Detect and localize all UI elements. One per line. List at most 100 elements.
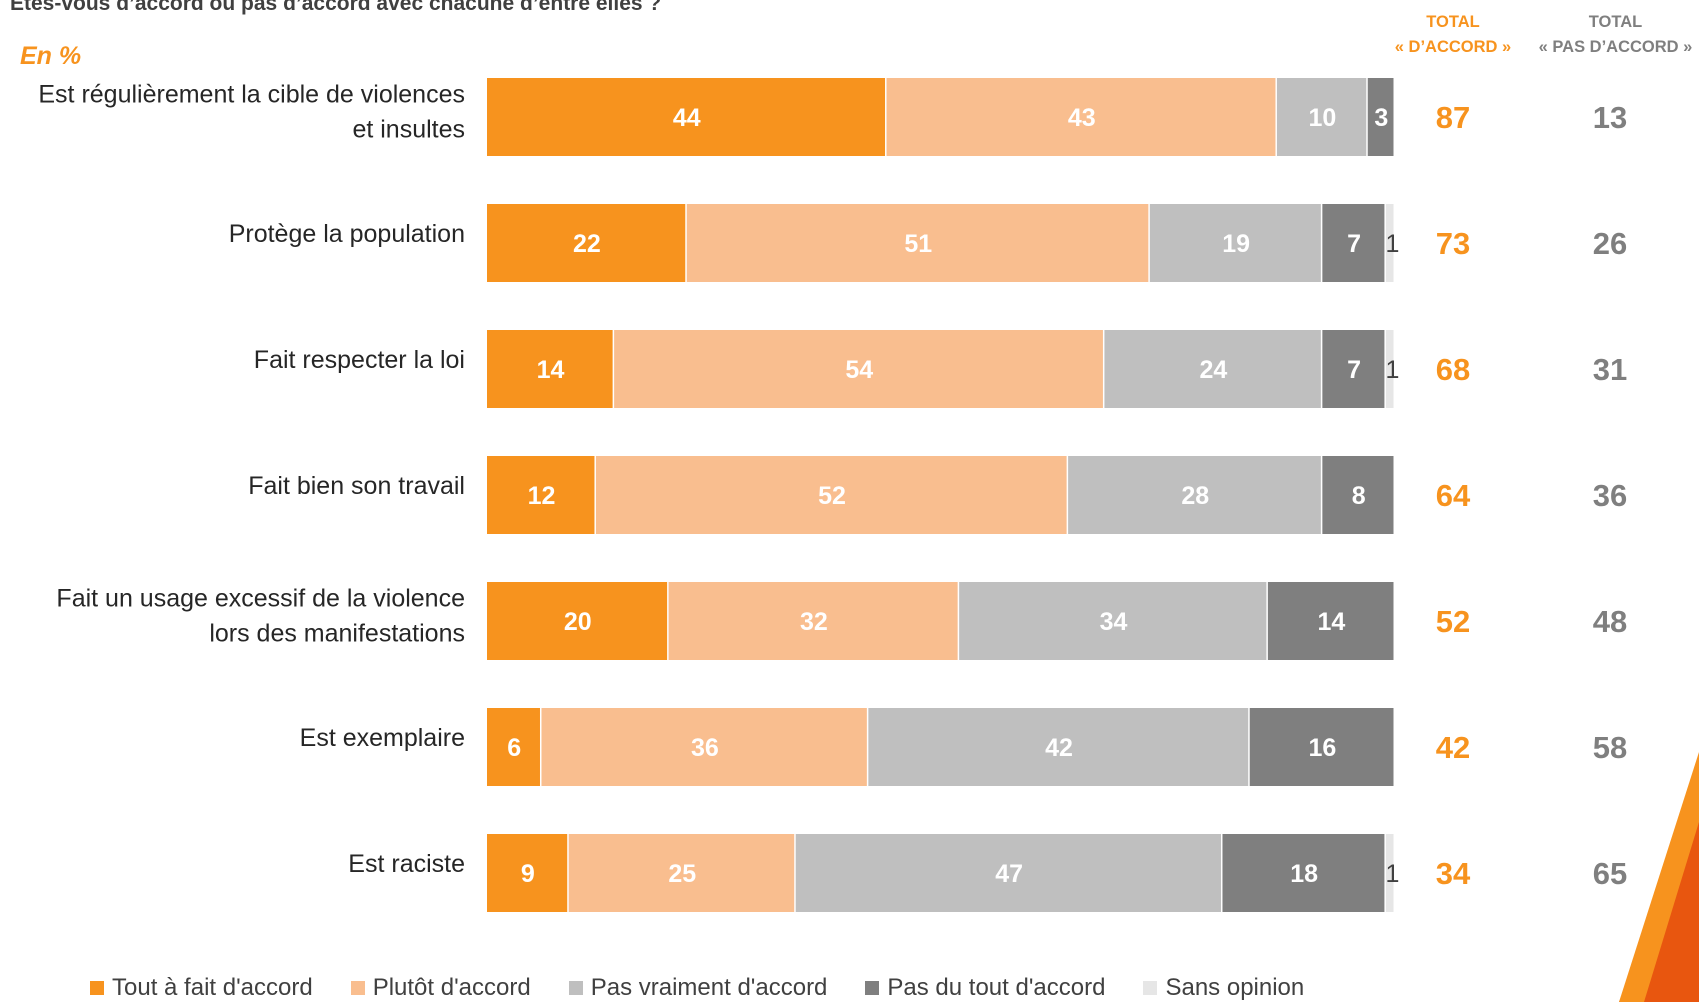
data-label-pas-vraiment: 19 xyxy=(1222,230,1250,258)
data-label-pas-vraiment: 10 xyxy=(1308,104,1336,132)
bar-segment-tout-a-fait xyxy=(487,708,540,786)
question-title: Etes-vous d’accord ou pas d’accord avec … xyxy=(10,0,662,15)
legend-swatch xyxy=(90,981,104,995)
bar-segment-pas-vraiment xyxy=(1068,456,1321,534)
bar-segment-plutot xyxy=(886,78,1276,156)
data-label-pas-vraiment: 28 xyxy=(1181,482,1209,510)
category-label: Fait un usage excessif de la violence xyxy=(56,585,465,613)
total-disagree-value: 26 xyxy=(1593,226,1627,261)
data-label-plutot: 25 xyxy=(668,860,696,888)
bar-segment-plutot xyxy=(686,204,1149,282)
bar-segment-plutot xyxy=(614,330,1103,408)
bar-segment-pas-du-tout xyxy=(1367,78,1394,156)
data-label-tout-a-fait: 9 xyxy=(521,860,535,888)
total-agree-value: 42 xyxy=(1436,730,1470,765)
total-agree-header-line2: « D’ACCORD » xyxy=(1394,38,1512,56)
total-agree-header-line1: TOTAL xyxy=(1426,13,1480,31)
bar-segment-pas-du-tout xyxy=(1322,204,1385,282)
bar-segment-plutot xyxy=(668,582,958,660)
bar-segment-tout-a-fait xyxy=(487,582,668,660)
bar-segment-tout-a-fait xyxy=(487,330,613,408)
data-label-plutot: 51 xyxy=(904,230,932,258)
total-disagree-value: 48 xyxy=(1593,604,1627,639)
legend-item-pas-vraiment: Pas vraiment d'accord xyxy=(568,974,828,1002)
category-label: et insultes xyxy=(352,116,465,144)
total-disagree-value: 13 xyxy=(1593,100,1627,135)
legend-item-plutot: Plutôt d'accord xyxy=(350,974,531,1002)
total-disagree-value: 36 xyxy=(1593,478,1627,513)
total-disagree-value: 58 xyxy=(1593,730,1627,765)
data-label-pas-vraiment: 24 xyxy=(1199,356,1227,384)
category-label: Fait respecter la loi xyxy=(254,346,465,374)
data-label-pas-vraiment: 34 xyxy=(1100,608,1128,636)
bar-segment-tout-a-fait xyxy=(487,456,595,534)
category-label: lors des manifestations xyxy=(209,620,465,648)
data-label-pas-du-tout: 7 xyxy=(1347,356,1361,384)
total-agree-header: TOTAL « D’ACCORD » xyxy=(1388,10,1518,60)
bar-segment-pas-vraiment xyxy=(868,708,1249,786)
legend-label: Pas du tout d'accord xyxy=(887,974,1106,1001)
bar-segment-pas-vraiment xyxy=(1104,330,1321,408)
category-label: Protège la population xyxy=(229,220,465,248)
category-label: Est exemplaire xyxy=(300,724,465,752)
data-label-tout-a-fait: 22 xyxy=(573,230,601,258)
legend-label: Plutôt d'accord xyxy=(372,974,531,1001)
legend: Tout à fait d'accord Plutôt d'accord Pas v… xyxy=(90,974,1304,1002)
data-label-tout-a-fait: 20 xyxy=(564,608,592,636)
category-label: Est régulièrement la cible de violences xyxy=(38,81,465,109)
bar-segment-pas-du-tout xyxy=(1249,708,1394,786)
total-agree-value: 52 xyxy=(1436,604,1470,639)
bar-segment-pas-du-tout xyxy=(1322,456,1394,534)
legend-swatch xyxy=(1143,981,1158,995)
data-label-tout-a-fait: 12 xyxy=(528,482,556,510)
data-label-pas-vraiment: 47 xyxy=(995,860,1023,888)
data-label-plutot: 54 xyxy=(845,356,873,384)
bar-segment-plutot xyxy=(595,456,1067,534)
total-disagree-header-line1: TOTAL xyxy=(1588,13,1643,31)
total-disagree-header-line2: « PAS D’ACCORD » xyxy=(1538,38,1693,56)
data-label-sans-opinion: 1 xyxy=(1386,230,1400,258)
total-disagree-value: 31 xyxy=(1593,352,1627,387)
legend-label: Pas vraiment d'accord xyxy=(590,974,828,1001)
category-label: Fait bien son travail xyxy=(248,472,465,500)
data-label-sans-opinion: 1 xyxy=(1386,356,1400,384)
data-label-plutot: 36 xyxy=(691,734,719,762)
total-agree-value: 64 xyxy=(1436,478,1471,513)
bar-segment-plutot xyxy=(541,708,867,786)
bar-segment-sans-opinion xyxy=(1385,834,1394,912)
bar-segment-plutot xyxy=(568,834,795,912)
total-disagree-header: TOTAL « PAS D’ACCORD » xyxy=(1528,10,1699,60)
data-label-pas-du-tout: 16 xyxy=(1308,734,1336,762)
data-label-pas-du-tout: 8 xyxy=(1352,482,1366,510)
legend-label: Tout à fait d'accord xyxy=(112,974,313,1001)
bar-segment-sans-opinion xyxy=(1385,204,1394,282)
data-label-pas-du-tout: 18 xyxy=(1290,860,1318,888)
bar-segment-pas-du-tout xyxy=(1267,582,1394,660)
unit-label: En % xyxy=(20,42,82,70)
bar-segment-pas-vraiment xyxy=(795,834,1221,912)
brand-logo-shape xyxy=(1619,752,1699,1002)
legend-item-pas-du-tout: Pas du tout d'accord xyxy=(865,974,1105,1002)
bar-segment-pas-du-tout xyxy=(1222,834,1385,912)
total-agree-value: 87 xyxy=(1436,100,1470,135)
bar-segment-sans-opinion xyxy=(1385,330,1394,408)
data-label-plutot: 52 xyxy=(818,482,846,510)
data-label-tout-a-fait: 6 xyxy=(507,734,521,762)
bar-segment-pas-du-tout xyxy=(1322,330,1385,408)
data-label-plutot: 43 xyxy=(1068,104,1096,132)
data-label-tout-a-fait: 14 xyxy=(537,356,565,384)
legend-item-sans-opinion: Sans opinion xyxy=(1143,974,1304,1002)
bar-segment-tout-a-fait xyxy=(487,834,568,912)
category-label: Est raciste xyxy=(348,850,465,878)
total-agree-value: 73 xyxy=(1436,226,1470,261)
total-disagree-value: 65 xyxy=(1593,856,1627,891)
total-agree-value: 68 xyxy=(1436,352,1470,387)
bar-segment-pas-vraiment xyxy=(1149,204,1321,282)
legend-swatch xyxy=(865,981,880,995)
legend-swatch xyxy=(568,981,583,995)
data-label-tout-a-fait: 44 xyxy=(673,104,701,132)
data-label-pas-du-tout: 7 xyxy=(1347,230,1361,258)
bar-segment-pas-vraiment xyxy=(959,582,1267,660)
legend-label: Sans opinion xyxy=(1165,974,1305,1001)
